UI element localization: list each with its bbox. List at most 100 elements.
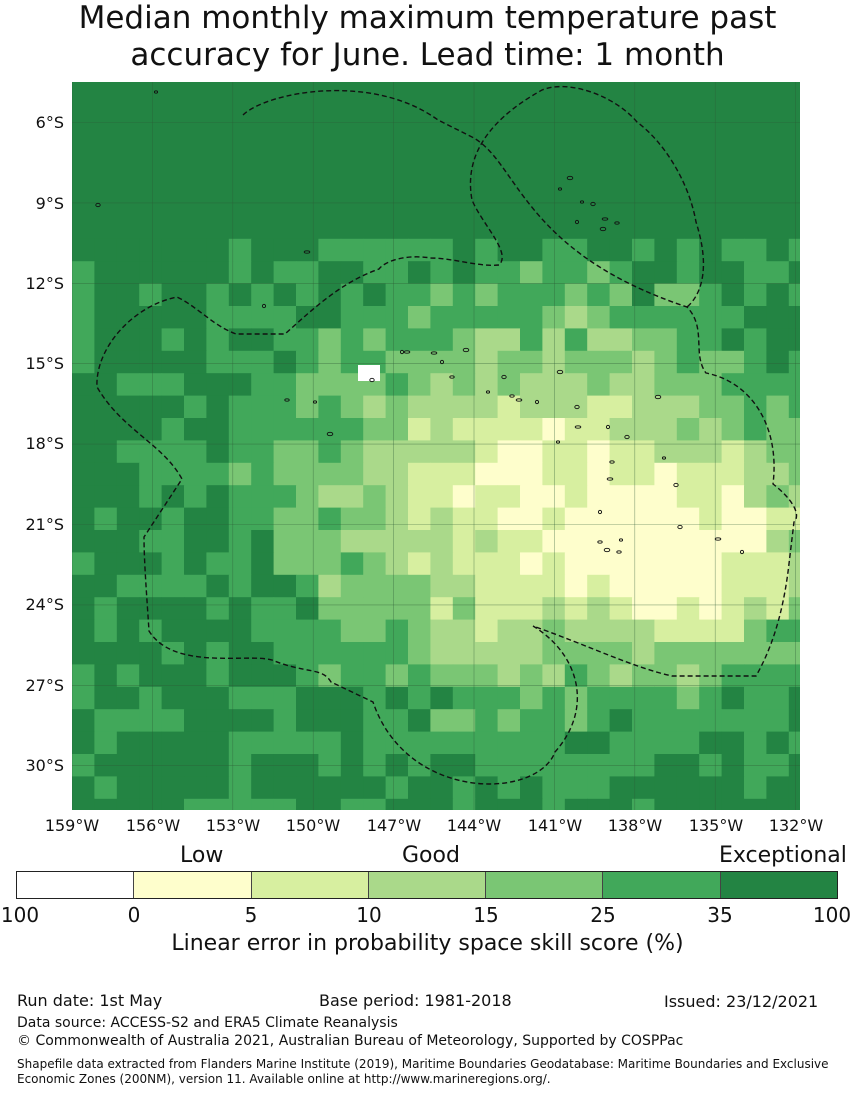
colorbar-tick: 25 (590, 903, 616, 927)
skill-cell (452, 328, 476, 352)
skill-cell (632, 709, 655, 733)
skill-cell (788, 619, 800, 643)
skill-cell (430, 530, 454, 553)
skill-cell (251, 238, 275, 262)
skill-cell (564, 238, 588, 262)
lon-tick-150w: 150°W (285, 816, 341, 835)
skill-cell (766, 395, 790, 419)
skill-cell (587, 306, 611, 329)
skill-cell (318, 597, 342, 621)
skill-cell (497, 261, 521, 285)
skill-cell (161, 440, 185, 464)
skill-cell (251, 619, 275, 643)
run-date: Run date: 1st May (17, 991, 163, 1010)
skill-cell (676, 462, 700, 486)
skill-cell (408, 418, 431, 441)
lat-tick-18s: 18°S (25, 434, 64, 453)
skill-cell (564, 507, 588, 531)
skill-cell (251, 395, 275, 419)
skill-cell (497, 373, 521, 397)
skill-cell (721, 350, 745, 374)
island-outline (574, 219, 580, 225)
skill-cell (385, 642, 409, 665)
skill-cell (744, 238, 767, 262)
skill-cell (139, 350, 163, 374)
skill-cell (94, 507, 118, 531)
data-source: Data source: ACCESS-S2 and ERA5 Climate … (17, 1015, 398, 1031)
skill-cell (632, 507, 655, 531)
skill-cell (475, 350, 499, 374)
skill-cell (228, 664, 252, 688)
skill-cell (161, 597, 185, 621)
skill-cell (654, 686, 678, 710)
skill-cell (116, 709, 140, 733)
colorbar-segment (486, 872, 604, 898)
skill-cell (408, 507, 431, 531)
island-outline (673, 482, 679, 488)
skill-cell (363, 418, 387, 441)
skill-cell (609, 261, 633, 285)
skill-cell (475, 373, 499, 397)
skill-cell (408, 306, 431, 329)
skill-cell (139, 328, 163, 352)
skill-cell (564, 328, 588, 352)
skill-cell (721, 574, 745, 598)
island-outline (95, 202, 101, 208)
skill-cell (340, 440, 364, 464)
skill-cell (296, 238, 319, 262)
skill-cell (475, 238, 499, 262)
skill-cell (609, 619, 633, 643)
skill-cell (766, 686, 790, 710)
skill-cell (273, 552, 297, 576)
skill-cell (184, 597, 207, 621)
skill-cell (161, 776, 185, 800)
skill-cell (161, 709, 185, 733)
skill-cell (788, 395, 800, 419)
skill-cell (788, 552, 800, 576)
skill-cell (385, 306, 409, 329)
skill-map-canvas (72, 82, 800, 810)
skill-cell (654, 328, 678, 352)
skill-cell (744, 350, 767, 374)
skill-cell (72, 597, 95, 621)
skill-cell (340, 462, 364, 486)
skill-cell (408, 462, 431, 486)
skill-cell (587, 238, 611, 262)
skill-cell (632, 686, 655, 710)
skill-cell (206, 642, 230, 665)
skill-cell (161, 418, 185, 441)
skill-cell (452, 350, 476, 374)
skill-cell (654, 642, 678, 665)
skill-cell (699, 306, 723, 329)
skill-cell (475, 709, 499, 733)
skill-cell (520, 306, 543, 329)
skill-cell (184, 776, 207, 800)
skill-cell (358, 365, 380, 381)
skill-cell (632, 530, 655, 553)
skill-cell (497, 507, 521, 531)
skill-cell (676, 642, 700, 665)
skill-cell (609, 440, 633, 464)
skill-cell (587, 574, 611, 598)
skill-cell (72, 440, 95, 464)
lon-tick-159w: 159°W (44, 816, 100, 835)
skill-cell (94, 395, 118, 419)
island-outline (609, 460, 615, 464)
skill-cell (699, 664, 723, 688)
skill-cell (766, 530, 790, 553)
skill-cell (744, 552, 767, 576)
skill-cell (430, 485, 454, 509)
skill-cell (587, 709, 611, 733)
skill-cell (139, 530, 163, 553)
skill-cell (161, 373, 185, 397)
skill-cell (363, 530, 387, 553)
skill-cell (788, 642, 800, 665)
lon-tick-141w: 141°W (527, 816, 583, 835)
skill-cell (430, 709, 454, 733)
skill-cell (766, 709, 790, 733)
skill-cell (161, 462, 185, 486)
skill-cell (139, 798, 163, 810)
island-outline (462, 347, 470, 353)
skill-cell (564, 574, 588, 598)
skill-cell (587, 597, 611, 621)
